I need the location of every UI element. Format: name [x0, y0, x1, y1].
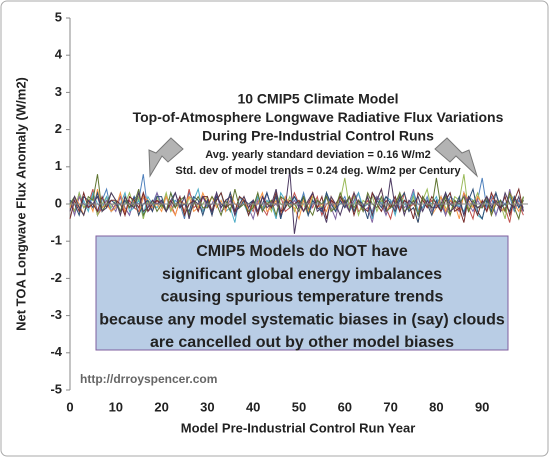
y-axis-label: Net TOA Longwave Flux Anomaly (W/m2) [13, 77, 28, 331]
annotation-text: causing spurious temperature trends [161, 289, 444, 306]
y-tick-label: 1 [55, 158, 62, 173]
watermark: http://drroyspencer.com [80, 372, 217, 386]
chart-title: Top-of-Atmosphere Longwave Radiative Flu… [133, 109, 504, 125]
arrow-left [148, 137, 184, 178]
x-tick-label: 80 [429, 399, 443, 414]
x-tick-label: 40 [246, 399, 260, 414]
y-tick-label: -1 [50, 233, 62, 248]
x-tick-label: 20 [154, 399, 168, 414]
y-tick-label: -2 [50, 270, 62, 285]
series-line [69, 170, 524, 234]
series-line [69, 187, 524, 223]
chart-subtitle: Std. dev of model trends = 0.24 deg. W/m… [175, 165, 461, 177]
annotation-text: are cancelled out by other model biases [150, 334, 454, 351]
x-tick-label: 0 [66, 399, 73, 414]
x-axis-label: Model Pre-Industrial Control Run Year [181, 420, 416, 435]
plot [66, 17, 528, 391]
x-tick-label: 60 [338, 399, 352, 414]
chart-title: 10 CMIP5 Climate Model [237, 91, 398, 107]
annotation-text: significant global energy imbalances [162, 266, 442, 283]
y-tick-label: 4 [55, 47, 63, 62]
y-tick-label: -4 [50, 344, 62, 359]
y-tick-label: 5 [55, 9, 62, 24]
x-tick-label: 50 [292, 399, 306, 414]
x-tick-label: 70 [383, 399, 397, 414]
x-tick-label: 90 [475, 399, 489, 414]
arrow-right [434, 137, 479, 178]
y-tick-label: -3 [50, 307, 62, 322]
x-tick-label: 30 [200, 399, 214, 414]
x-tick-label: 10 [109, 399, 123, 414]
y-tick-label: -5 [50, 381, 62, 396]
chart-title: During Pre-Industrial Control Runs [202, 128, 434, 144]
annotation-box [95, 235, 509, 351]
chart-subtitle: Avg. yearly standard deviation = 0.16 W/… [205, 149, 430, 161]
annotation-text: CMIP5 Models do NOT have [196, 243, 408, 260]
series-line [69, 174, 524, 221]
annotation-text: because any model systematic biases in (… [99, 311, 505, 328]
y-tick-label: 3 [55, 84, 62, 99]
y-tick-label: 2 [55, 121, 62, 136]
y-tick-label: 0 [55, 195, 62, 210]
